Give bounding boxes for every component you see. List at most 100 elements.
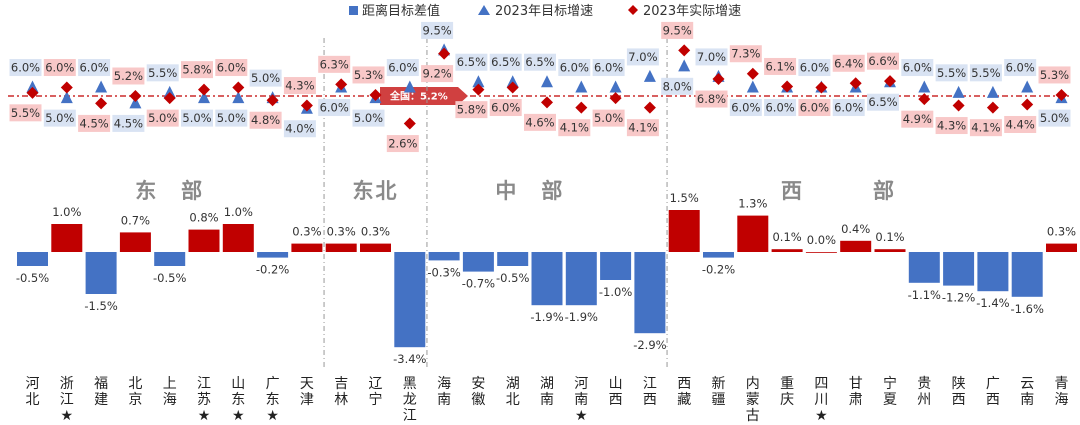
target-label-21-bg: [729, 99, 762, 117]
actual-label-19: 9.5%: [663, 23, 692, 37]
diff-bar-6: [222, 224, 254, 252]
diff-label-9: 0.3%: [327, 225, 356, 239]
actual-label-17: 5.0%: [594, 111, 623, 125]
actual-marker-25: [884, 75, 896, 88]
actual-label-0-bg: [9, 104, 42, 122]
target-label-25: 6.5%: [868, 95, 897, 109]
province-label-25-1: 夏: [883, 392, 897, 408]
target-label-11: 6.0%: [388, 61, 417, 75]
province-label-22-0: 重: [780, 376, 794, 392]
region-label-2: 中 部: [495, 179, 564, 203]
diff-bar-11: [394, 252, 426, 348]
actual-label-13: 5.8%: [457, 103, 486, 117]
province-label-1-0: 浙: [60, 376, 74, 392]
actual-label-10-bg: [352, 66, 385, 84]
actual-label-16-bg: [558, 119, 591, 137]
target-label-29: 6.0%: [1006, 61, 1035, 75]
target-marker-2: [95, 80, 108, 93]
diff-label-8: 0.3%: [292, 225, 321, 239]
province-label-11-1: 龙: [403, 392, 417, 408]
province-label-24-1: 肃: [849, 392, 863, 408]
target-label-4-bg: [146, 64, 179, 82]
target-label-2: 6.0%: [79, 61, 108, 75]
actual-label-25-bg: [867, 52, 899, 70]
legend: 距离目标差值 2023年目标增速 2023年实际增速: [349, 3, 741, 19]
target-label-8-bg: [283, 120, 316, 138]
diff-label-11: -3.4%: [393, 352, 426, 366]
target-marker-16: [575, 80, 588, 93]
actual-label-2-bg: [78, 114, 111, 132]
province-label-20-1: 疆: [712, 392, 726, 408]
actual-marker-17: [609, 92, 622, 105]
actual-label-13-bg: [455, 101, 488, 119]
actual-marker-21: [746, 67, 759, 80]
diff-label-26: -1.1%: [908, 288, 941, 302]
target-label-1-bg: [43, 109, 76, 127]
diff-bar-labels: -0.5% 1.0% -1.5% 0.7% -0.5% 0.8% 1.0% -0.2% 0.3%…: [16, 191, 1076, 366]
diff-label-4: -0.5%: [153, 271, 186, 285]
target-label-10-bg: [352, 109, 385, 127]
province-label-29-1: 南: [1020, 392, 1034, 408]
diff-bar-24: [840, 240, 872, 252]
diff-label-3: 0.7%: [121, 213, 150, 227]
target-label-15-bg: [524, 53, 556, 71]
actual-label-16: 4.1%: [560, 121, 589, 135]
diff-bar-0: [17, 252, 48, 266]
province-label-21-0: 内: [746, 376, 760, 392]
actual-marker-28: [986, 101, 999, 114]
province-star-1: ★: [61, 408, 74, 424]
actual-label-30-bg: [1038, 66, 1071, 84]
actual-marker-10: [369, 88, 382, 101]
legend-target-label: 2023年目标增速: [495, 4, 593, 19]
target-marker-5: [198, 91, 210, 104]
actual-marker-8: [300, 99, 313, 112]
target-marker-13: [472, 75, 485, 88]
province-label-17-1: 西: [609, 392, 623, 408]
target-label-24: 6.0%: [834, 101, 863, 115]
province-label-17-0: 山: [609, 376, 623, 392]
diff-label-13: -0.7%: [462, 277, 495, 291]
target-marker-27: [952, 85, 965, 98]
growth-point-labels: 6.0% 5.5% 5.0% 6.0% 6.0% 4.5% 4.5% 5.2% 5.5% 5.0%…: [9, 21, 1071, 153]
actual-label-20-bg: [695, 90, 728, 108]
province-label-0-1: 北: [26, 392, 40, 408]
diff-bar-20: [703, 252, 734, 258]
actual-marker-4: [163, 92, 176, 105]
target-marker-0: [26, 80, 39, 93]
actual-label-7: 4.8%: [251, 113, 280, 127]
diff-bar-2: [85, 252, 117, 294]
target-label-8: 4.0%: [285, 122, 314, 136]
province-axis: 河北浙江★福建北京上海江苏★山东★广东★天津吉林辽宁黑龙江海南安徽湖北湖南河南★…: [26, 375, 1069, 424]
target-label-18: 7.0%: [628, 50, 657, 64]
actual-label-11-bg: [386, 135, 419, 153]
actual-label-26-bg: [901, 110, 934, 128]
province-label-4-0: 上: [163, 376, 177, 392]
legend-actual-label: 2023年实际增速: [643, 4, 741, 19]
diff-bar-23: [805, 252, 837, 253]
target-label-17-bg: [592, 59, 625, 77]
actual-label-29-bg: [1004, 115, 1037, 133]
target-marker-28: [986, 85, 999, 98]
actual-marker-14: [506, 81, 519, 94]
actual-label-6: 6.0%: [217, 61, 246, 75]
actual-marker-6: [232, 81, 245, 94]
province-label-19-0: 西: [677, 376, 691, 392]
target-marker-11: [403, 80, 416, 93]
diff-label-12: -0.3%: [427, 265, 460, 279]
diff-bar-3: [119, 232, 151, 252]
target-marker-4: [163, 85, 176, 98]
province-label-23-1: 川: [814, 392, 828, 408]
actual-label-9: 6.3%: [320, 57, 349, 71]
actual-label-14: 6.0%: [491, 101, 520, 115]
province-label-11-0: 黑: [403, 376, 417, 392]
region-label-1: 东北: [353, 179, 399, 203]
province-label-22-1: 庆: [780, 392, 794, 408]
province-label-2-0: 福: [94, 376, 108, 392]
diff-bar-21: [737, 215, 769, 252]
province-label-13-0: 安: [471, 376, 485, 392]
target-label-30: 5.0%: [1040, 111, 1069, 125]
target-label-22: 6.0%: [765, 101, 794, 115]
actual-marker-16: [575, 101, 588, 114]
actual-label-5-bg: [181, 61, 213, 79]
